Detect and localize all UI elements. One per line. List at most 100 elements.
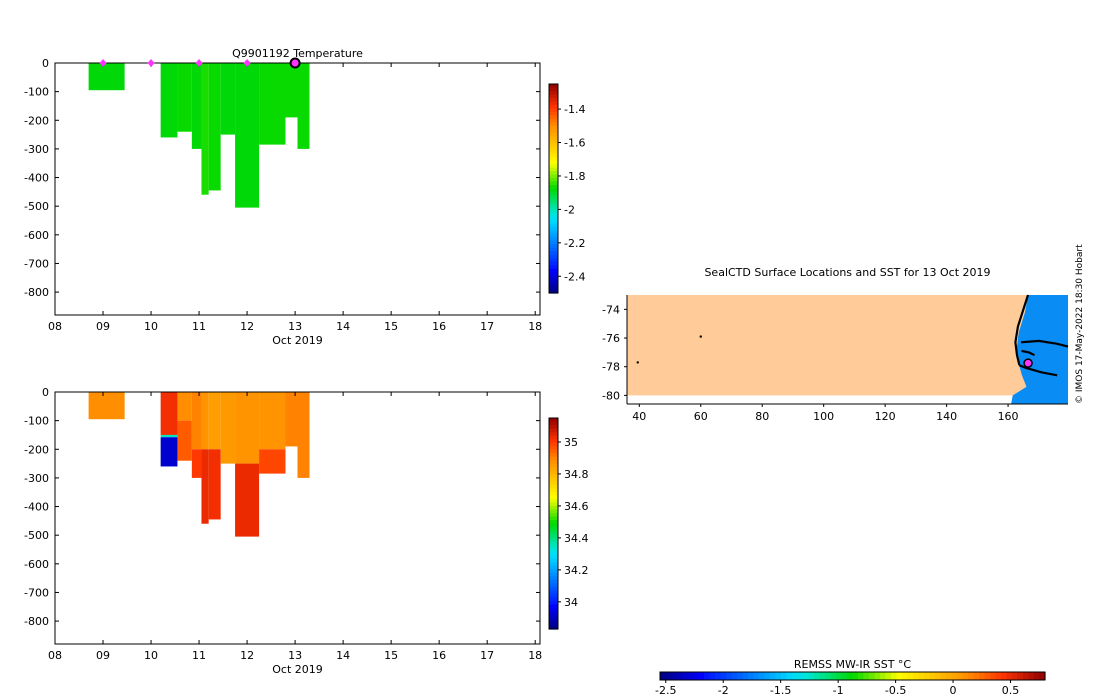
chart-temperature: 08 09 10 11 12 13 14 15 16 17 18 0 -100 -200 -300 -400 -…	[24, 47, 585, 347]
sst-colorbar-swatch	[940, 672, 947, 680]
colorbar-swatch	[549, 586, 558, 591]
sst-colorbar-swatch	[863, 672, 870, 680]
colorbar-swatch	[549, 188, 558, 193]
sst-colorbar-swatch	[1001, 672, 1008, 680]
x-tick-label: 17	[480, 649, 494, 662]
colorbar-swatch	[549, 226, 558, 231]
colorbar-swatch	[549, 449, 558, 454]
map-y-tick-label: -80	[602, 389, 620, 402]
sst-colorbar-swatch	[698, 672, 705, 680]
colorbar-tick-label: -1.4	[564, 103, 585, 116]
colorbar-swatch	[549, 614, 558, 620]
colorbar-swatch	[549, 484, 558, 489]
map-y-tick-label: -74	[602, 303, 620, 316]
colorbar-swatch	[549, 90, 558, 96]
colorbar-swatch	[549, 219, 558, 224]
sst-colorbar-swatch	[1034, 672, 1041, 680]
sst-colorbar-swatch	[720, 672, 727, 680]
y-tick-label: -200	[24, 114, 49, 127]
colorbar-swatch	[549, 583, 558, 588]
sst-colorbar-swatch	[951, 672, 958, 680]
y-tick-label: -500	[24, 200, 49, 213]
x-tick-label: 09	[96, 649, 110, 662]
colorbar-swatch	[549, 132, 558, 137]
colorbar-swatch	[549, 527, 558, 532]
colorbar-swatch	[549, 240, 558, 245]
y-tick-label: -300	[24, 143, 49, 156]
colorbar-swatch	[549, 101, 558, 106]
x-tick-label: 14	[336, 649, 350, 662]
current-profile-marker	[289, 57, 301, 69]
colorbar-swatch	[549, 289, 558, 294]
map-y-tick-label: -78	[602, 361, 620, 374]
colorbar-swatch	[549, 442, 558, 447]
colorbar-swatch	[549, 509, 558, 514]
heat-cell	[201, 63, 209, 195]
colorbar-swatch	[549, 275, 558, 280]
coastline	[1018, 364, 1058, 377]
colorbar-swatch	[549, 593, 558, 598]
sst-colorbar-swatch	[726, 672, 733, 680]
sst-colorbar-tick-label: -2.5	[655, 684, 676, 697]
sst-colorbar-swatch	[847, 672, 854, 680]
current-location-marker	[1023, 358, 1033, 368]
sst-colorbar-swatch	[935, 672, 942, 680]
x-tick-label: 12	[240, 320, 254, 333]
sst-colorbar-swatch	[880, 672, 887, 680]
colorbar-swatch	[549, 474, 558, 479]
colorbar-swatch	[549, 502, 558, 507]
x-tick-label: 08	[48, 649, 62, 662]
colorbar-swatch	[549, 530, 558, 535]
sst-colorbar-swatch	[676, 672, 683, 680]
land-area	[627, 295, 1068, 396]
x-tick-label: 14	[336, 320, 350, 333]
heat-cell	[297, 392, 310, 478]
heat-cell	[208, 63, 221, 191]
x-tick-label: 10	[144, 320, 158, 333]
heat-cell	[88, 63, 125, 91]
colorbar-swatch	[549, 198, 558, 204]
y-tick-label: 0	[42, 57, 49, 70]
sst-colorbar-swatch	[737, 672, 744, 680]
y-tick-label: 0	[42, 386, 49, 399]
sst-colorbar-swatch	[913, 672, 920, 680]
colorbar-swatch	[549, 139, 558, 144]
colorbar-swatch	[549, 97, 558, 103]
map-x-tick-label: 140	[936, 410, 957, 423]
colorbar-swatch	[549, 597, 558, 602]
heat-cell	[160, 434, 178, 438]
colorbar-tick-label: -1.8	[564, 170, 585, 183]
sst-colorbar-tick-label: -2	[718, 684, 729, 697]
heat-cell	[220, 392, 236, 464]
heat-cell	[201, 392, 209, 450]
chart-salinity: 08 09 10 11 12 13 14 15 16 17 18 0 -100 -200 -300 -400 -…	[24, 386, 588, 676]
y-tick-label: -800	[24, 286, 49, 299]
sst-colorbar-swatch	[995, 672, 1002, 680]
colorbar-swatch	[549, 178, 558, 183]
colorbar-swatch	[549, 282, 558, 287]
heat-cell	[88, 392, 125, 420]
sst-colorbar-swatch	[665, 672, 672, 680]
sst-colorbar-swatch	[1012, 672, 1019, 680]
colorbar-swatch	[549, 537, 558, 542]
sst-colorbar-swatch	[907, 672, 914, 680]
colorbar-swatch	[549, 244, 558, 249]
heat-cell	[285, 392, 298, 447]
colorbar-tick-label: -2	[564, 203, 575, 216]
heat-cell	[160, 63, 178, 138]
colorbar-swatch	[549, 87, 558, 92]
sst-colorbar-swatch	[968, 672, 975, 680]
colorbar-swatch	[549, 460, 558, 465]
x-tick-label: 13	[288, 320, 302, 333]
sst-colorbar-swatch	[973, 672, 980, 680]
sst-colorbar-swatch	[660, 672, 667, 680]
colorbar-swatch	[549, 435, 558, 440]
colorbar-swatch	[549, 425, 558, 430]
colorbar-swatch	[549, 590, 558, 595]
heat-cell	[259, 449, 286, 474]
profile-marker	[195, 59, 203, 67]
colorbar-tick-label: 35	[564, 436, 578, 449]
colorbar-swatch	[549, 428, 558, 433]
colorbar-swatch	[549, 258, 558, 263]
x-tick-label: 15	[384, 649, 398, 662]
